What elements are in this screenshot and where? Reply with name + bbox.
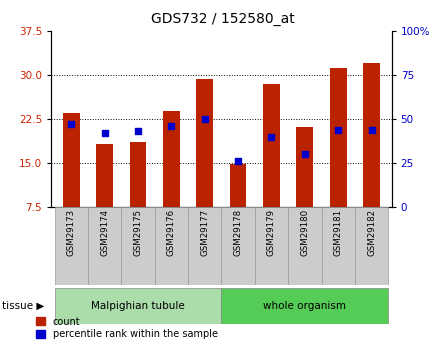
Point	[268, 134, 275, 139]
Bar	[163, 111, 180, 207]
Point	[368, 127, 375, 132]
Bar	[288, 207, 322, 285]
Text: GSM29182: GSM29182	[367, 209, 376, 256]
Text: GSM29174: GSM29174	[100, 209, 109, 256]
Bar	[96, 144, 113, 207]
Bar	[296, 127, 313, 207]
Text: Malpighian tubule: Malpighian tubule	[91, 301, 185, 311]
Text: GSM29175: GSM29175	[134, 209, 142, 256]
Bar	[63, 113, 80, 207]
Text: GDS732 / 152580_at: GDS732 / 152580_at	[150, 12, 295, 26]
Bar	[196, 79, 213, 207]
Text: GSM29173: GSM29173	[67, 209, 76, 256]
Text: GSM29178: GSM29178	[234, 209, 243, 256]
Point	[134, 129, 142, 134]
Bar	[129, 142, 146, 207]
Bar	[55, 288, 222, 324]
Bar	[188, 207, 222, 285]
Bar	[222, 288, 388, 324]
Bar	[255, 207, 288, 285]
Text: GSM29181: GSM29181	[334, 209, 343, 256]
Text: tissue ▶: tissue ▶	[2, 301, 44, 311]
Bar	[55, 207, 88, 285]
Bar	[322, 207, 355, 285]
Point	[235, 158, 242, 164]
Text: GSM29179: GSM29179	[267, 209, 276, 256]
Legend: count, percentile rank within the sample: count, percentile rank within the sample	[36, 316, 218, 339]
Bar	[363, 63, 380, 207]
Bar	[155, 207, 188, 285]
Point	[68, 121, 75, 127]
Bar	[355, 207, 388, 285]
Text: GSM29176: GSM29176	[167, 209, 176, 256]
Point	[168, 123, 175, 129]
Bar	[330, 68, 347, 207]
Bar	[88, 207, 121, 285]
Bar	[263, 84, 280, 207]
Bar	[121, 207, 155, 285]
Point	[335, 127, 342, 132]
Text: whole organism: whole organism	[263, 301, 346, 311]
Text: GSM29180: GSM29180	[300, 209, 309, 256]
Point	[201, 116, 208, 122]
Point	[101, 130, 108, 136]
Point	[301, 151, 308, 157]
Bar	[222, 207, 255, 285]
Bar	[230, 164, 247, 207]
Text: GSM29177: GSM29177	[200, 209, 209, 256]
